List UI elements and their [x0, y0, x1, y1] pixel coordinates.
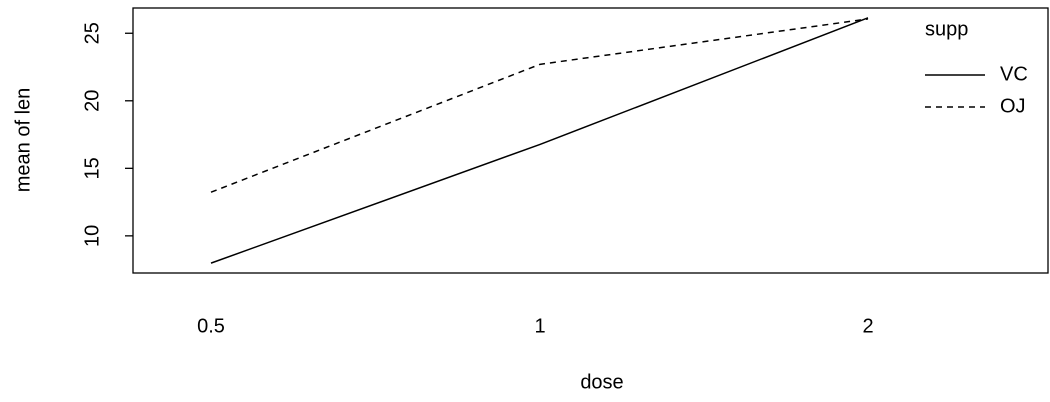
x-tick-label: 0.5 — [197, 315, 225, 337]
plot-box — [132, 7, 1049, 274]
legend-label: OJ — [1000, 95, 1026, 117]
y-tick-label: 25 — [81, 22, 103, 44]
y-tick-label: 15 — [81, 157, 103, 179]
x-tick-label: 2 — [862, 315, 873, 337]
series-line — [210, 18, 869, 193]
x-axis-label: dose — [580, 371, 623, 393]
series-line — [210, 17, 869, 264]
y-tick-label: 20 — [81, 90, 103, 112]
x-tick-label: 1 — [534, 315, 545, 337]
y-tick-label: 10 — [81, 225, 103, 247]
y-axis-label: mean of len — [12, 88, 34, 193]
legend-label: VC — [1000, 63, 1028, 85]
legend-title: supp — [925, 18, 968, 40]
